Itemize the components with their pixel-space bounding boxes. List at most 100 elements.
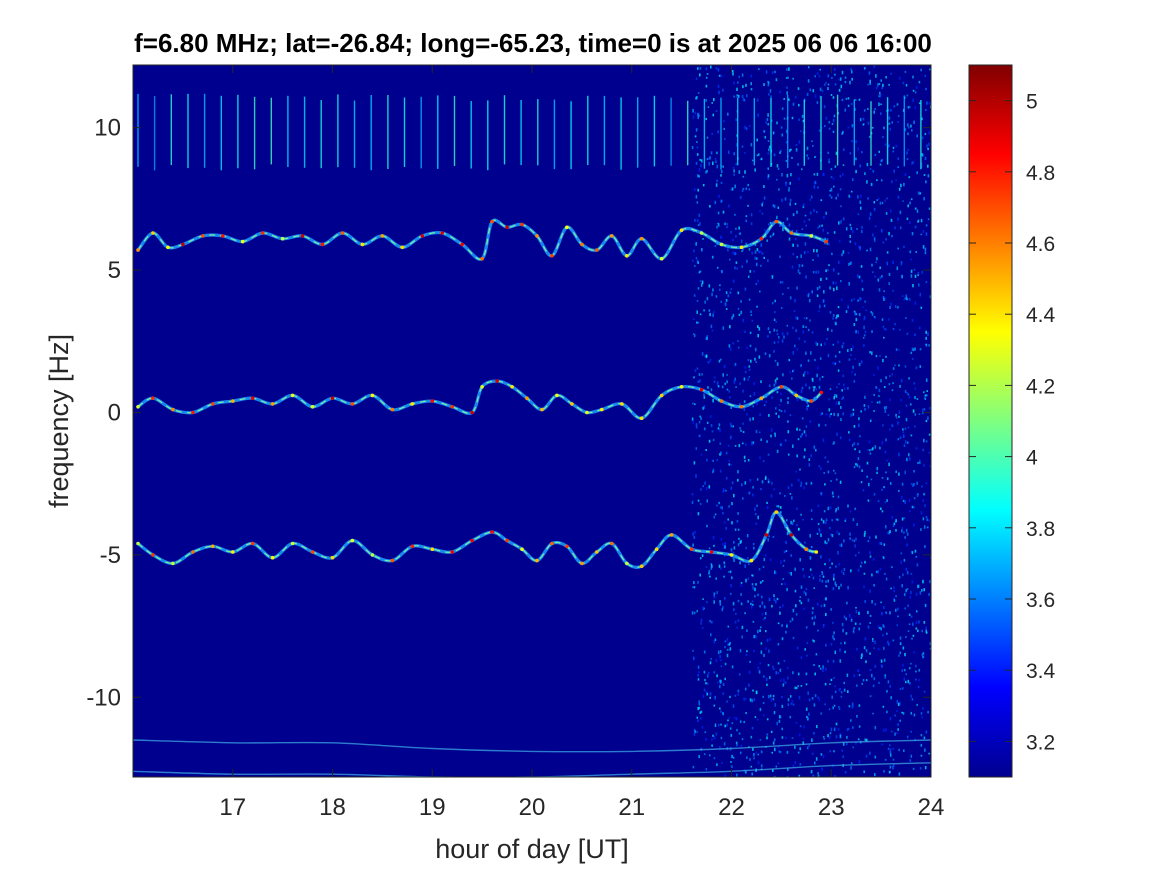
- noise-speck: [863, 334, 866, 337]
- noise-speck: [818, 528, 821, 531]
- noise-speck: [898, 472, 900, 476]
- trace-point: [490, 219, 494, 224]
- noise-speck: [720, 567, 722, 570]
- noise-speck: [750, 735, 753, 739]
- noise-speck: [694, 218, 696, 222]
- noise-speck: [724, 382, 726, 385]
- noise-speck: [767, 123, 769, 126]
- noise-speck: [853, 380, 856, 383]
- noise-speck: [882, 556, 884, 558]
- noise-speck: [827, 87, 829, 91]
- noise-speck: [767, 176, 769, 180]
- noise-speck: [831, 252, 833, 256]
- noise-speck: [766, 718, 769, 721]
- noise-speck: [732, 238, 734, 242]
- noise-speck: [883, 605, 885, 610]
- noise-speck: [842, 628, 844, 633]
- noise-speck: [875, 570, 878, 574]
- noise-speck: [833, 577, 835, 581]
- noise-speck: [802, 119, 805, 123]
- noise-speck: [727, 294, 730, 298]
- noise-speck: [766, 638, 769, 642]
- noise-speck: [741, 73, 744, 77]
- noise-speck: [821, 572, 824, 576]
- noise-speck: [708, 439, 711, 443]
- noise-speck: [786, 519, 788, 522]
- noise-speck: [769, 221, 772, 224]
- noise-speck: [822, 736, 825, 738]
- noise-speck: [750, 359, 752, 363]
- noise-speck: [715, 732, 718, 736]
- noise-speck: [792, 636, 795, 640]
- noise-speck: [918, 102, 921, 105]
- noise-speck: [885, 438, 887, 442]
- noise-speck: [762, 695, 764, 698]
- noise-speck: [835, 508, 837, 512]
- noise-speck: [906, 158, 909, 161]
- noise-speck: [699, 503, 702, 506]
- noise-speck: [840, 205, 842, 208]
- noise-speck: [713, 640, 716, 644]
- noise-speck: [919, 459, 921, 462]
- noise-speck: [914, 396, 916, 400]
- noise-speck: [726, 700, 728, 703]
- noise-speck: [713, 311, 715, 314]
- noise-speck: [706, 692, 709, 696]
- noise-speck: [863, 404, 866, 407]
- noise-speck: [812, 607, 814, 610]
- noise-speck: [786, 331, 789, 336]
- noise-speck: [875, 354, 878, 358]
- noise-speck: [884, 758, 887, 761]
- noise-speck: [705, 67, 708, 71]
- noise-speck: [882, 358, 884, 363]
- noise-speck: [856, 647, 858, 651]
- noise-speck: [923, 438, 925, 443]
- noise-speck: [700, 453, 703, 456]
- noise-speck: [775, 320, 777, 323]
- noise-speck: [752, 620, 755, 623]
- noise-speck: [719, 746, 721, 750]
- noise-speck: [807, 157, 810, 160]
- trace-point: [520, 547, 524, 551]
- noise-speck: [835, 565, 837, 568]
- noise-speck: [697, 321, 700, 324]
- trace-point: [809, 234, 814, 238]
- noise-speck: [730, 761, 732, 763]
- noise-speck: [853, 442, 856, 445]
- noise-speck: [699, 711, 702, 714]
- noise-speck: [697, 580, 699, 584]
- noise-speck: [910, 434, 913, 437]
- noise-speck: [914, 91, 917, 94]
- noise-speck: [857, 195, 859, 199]
- noise-speck: [835, 322, 837, 326]
- noise-speck: [790, 148, 792, 151]
- noise-speck: [708, 485, 711, 489]
- noise-speck: [727, 150, 730, 155]
- noise-speck: [730, 548, 733, 552]
- noise-speck: [914, 274, 917, 278]
- trace-point: [659, 256, 664, 261]
- noise-speck: [829, 286, 831, 290]
- noise-speck: [829, 566, 831, 569]
- noise-speck: [746, 534, 749, 538]
- noise-speck: [744, 481, 747, 485]
- noise-speck: [773, 318, 776, 322]
- noise-speck: [908, 623, 911, 626]
- noise-speck: [838, 532, 840, 536]
- trace-point: [639, 236, 644, 241]
- noise-speck: [738, 170, 741, 174]
- noise-speck: [794, 96, 797, 99]
- noise-speck: [817, 629, 819, 632]
- noise-speck: [845, 97, 848, 100]
- noise-speck: [879, 163, 882, 166]
- noise-speck: [879, 94, 882, 98]
- noise-speck: [811, 140, 813, 143]
- noise-speck: [911, 347, 914, 351]
- noise-speck: [827, 734, 829, 738]
- noise-speck: [894, 364, 896, 367]
- noise-speck: [909, 595, 912, 599]
- noise-speck: [799, 272, 801, 275]
- trace-point: [525, 396, 529, 401]
- noise-speck: [912, 409, 915, 413]
- noise-speck: [838, 240, 841, 243]
